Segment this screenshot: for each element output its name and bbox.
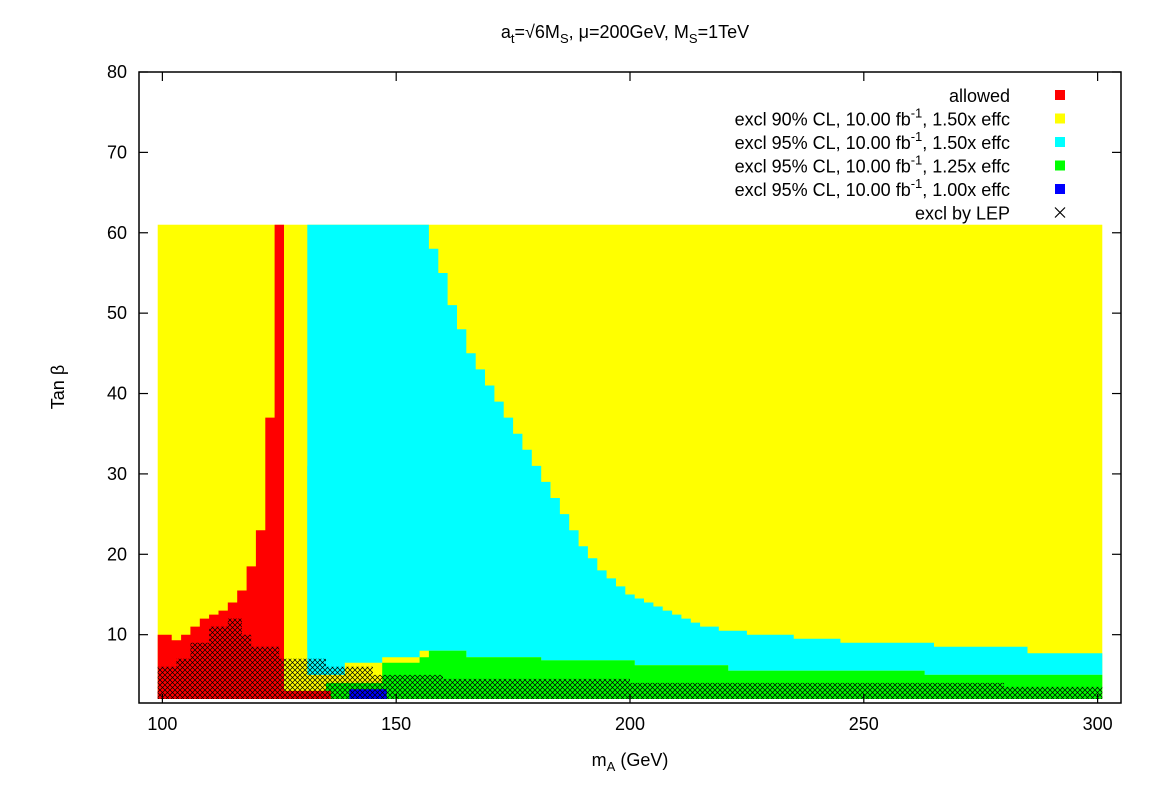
y-tick-label: 20 <box>107 544 127 564</box>
legend-swatch <box>1055 137 1065 147</box>
y-tick-label: 60 <box>107 223 127 243</box>
y-tick-label: 70 <box>107 142 127 162</box>
x-axis-ticks: 100 150 200 250 300 <box>147 72 1113 734</box>
region-allowed <box>157 224 284 699</box>
region-excl-lep <box>157 618 1103 699</box>
legend-entry-label: excl 95% CL, 10.00 fb-1, 1.00x effc <box>735 176 1010 200</box>
chart-title: at=√6MS, μ=200GeV, MS=1TeV <box>501 22 749 46</box>
legend-swatch <box>1055 90 1065 100</box>
y-tick-label: 40 <box>107 384 127 404</box>
legend-cross-icon <box>1054 207 1066 218</box>
x-tick-label: 250 <box>849 714 879 734</box>
legend-entry-label: excl 95% CL, 10.00 fb-1, 1.50x effc <box>735 129 1010 153</box>
legend-entry-label: allowed <box>949 86 1010 106</box>
exclusion-regions <box>157 224 1103 699</box>
y-axis-label: Tan β <box>48 365 68 409</box>
x-axis-label: mA (GeV) <box>592 750 669 774</box>
legend-swatch <box>1055 113 1065 124</box>
legend-swatch <box>1055 160 1065 171</box>
x-tick-label: 100 <box>147 714 177 734</box>
region-excl95-150-notch <box>307 465 317 651</box>
y-axis-ticks: 10 20 30 40 50 60 70 80 <box>107 62 1121 645</box>
y-tick-label: 30 <box>107 464 127 484</box>
region-excl95-150 <box>307 224 1103 675</box>
x-tick-label: 200 <box>615 714 645 734</box>
y-tick-label: 80 <box>107 62 127 82</box>
y-tick-label: 50 <box>107 303 127 323</box>
legend-entry-label: excl 95% CL, 10.00 fb-1, 1.25x effc <box>735 153 1010 177</box>
legend-entry-label: excl 90% CL, 10.00 fb-1, 1.50x effc <box>735 106 1010 130</box>
x-tick-label: 150 <box>381 714 411 734</box>
x-tick-label: 300 <box>1083 714 1113 734</box>
y-tick-label: 10 <box>107 625 127 645</box>
legend-entry-label: excl by LEP <box>915 204 1010 224</box>
legend-swatch <box>1055 184 1065 194</box>
